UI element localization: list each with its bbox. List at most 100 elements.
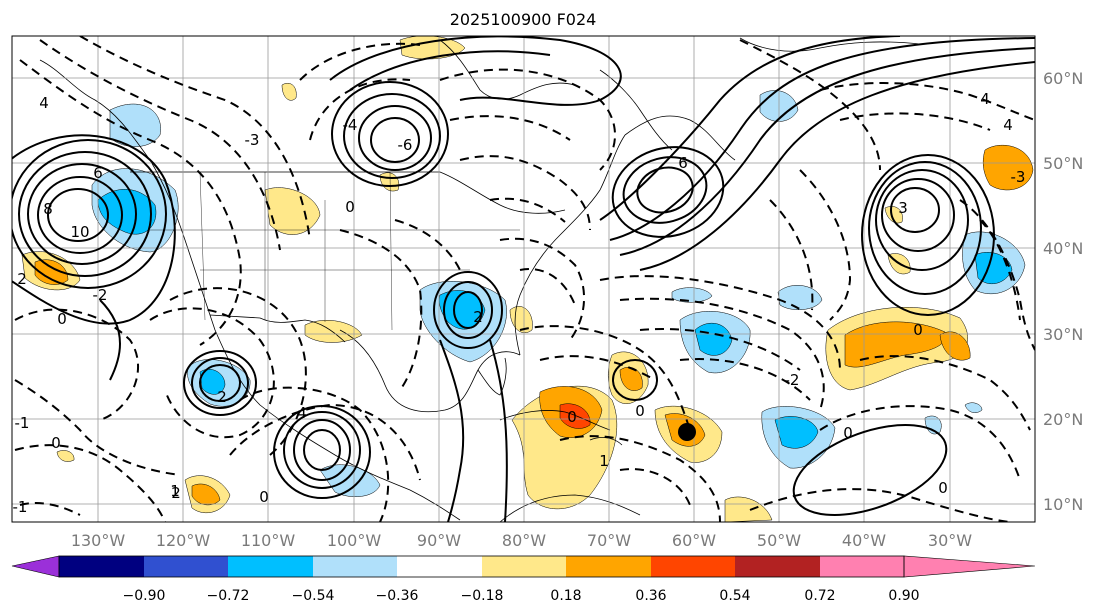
map-frame xyxy=(11,35,1036,523)
colorbar: −0.90 −0.72 −0.54 −0.36 −0.18 0.18 0.36 … xyxy=(11,555,1036,604)
contour-dashed-east xyxy=(449,115,571,141)
contour-dashed-east xyxy=(439,68,616,171)
contour-label: 4 xyxy=(1003,116,1013,134)
contour-low-pacific xyxy=(47,188,109,242)
contour-label: 2 xyxy=(473,308,483,326)
shade-pos-mid xyxy=(34,259,69,285)
colorbar-segment xyxy=(651,556,735,577)
contour-low-baja xyxy=(183,350,257,416)
border-states-grid-2 xyxy=(150,229,520,271)
colorbar-segment xyxy=(735,556,820,577)
contour-canada-ridge xyxy=(349,50,551,91)
contour-label: 10 xyxy=(70,223,89,241)
colorbar-outline xyxy=(58,555,905,578)
contour-dashed-atlantic xyxy=(769,199,814,311)
contour-dashed-caribbean xyxy=(619,468,691,506)
shade-pos-mid xyxy=(191,483,221,506)
contour-dashed-east-atlantic xyxy=(749,488,1011,522)
border-states-grid-1 xyxy=(199,171,393,331)
contour-label: -4 xyxy=(343,116,358,134)
colorbar-tick: 0.90 xyxy=(888,588,919,604)
contour-low-pacific xyxy=(18,151,152,277)
coastline-gulf-of-mexico xyxy=(339,329,521,413)
contour-low-pacific-mexico xyxy=(283,411,361,489)
lon-label: 40°W xyxy=(842,531,886,550)
contour-label: 0 xyxy=(51,434,61,452)
contour-label: 0 xyxy=(938,479,948,497)
colorbar-tick: −0.36 xyxy=(376,588,419,604)
shade-pos-weak xyxy=(399,36,466,60)
dashed-contours xyxy=(14,36,1035,522)
longitude-labels: 130°W 120°W 110°W 100°W 90°W 80°W 70°W 6… xyxy=(71,531,972,550)
contour-dashed-atlantic xyxy=(799,169,852,321)
contour-dashed-baja xyxy=(169,287,307,456)
contour-low-pacific-mexico xyxy=(293,419,351,481)
colorbar-segment xyxy=(313,556,397,577)
contour-dashed-east xyxy=(519,268,576,306)
contour-dashed-caribbean xyxy=(559,435,721,522)
contour-low-southeast-us xyxy=(453,291,483,329)
contour-label: 1 xyxy=(170,482,180,500)
colorbar-tick: −0.18 xyxy=(461,588,504,604)
contour-low-baja xyxy=(199,364,241,402)
contour-dashed-west xyxy=(14,379,181,476)
contour-label: -3 xyxy=(1011,168,1026,186)
contour-low-canada xyxy=(331,81,449,187)
contour-low-southeast-us xyxy=(433,271,503,349)
coastline-canada-east xyxy=(624,115,736,161)
contour-dashed-atlantic xyxy=(839,112,991,131)
contour-dashed-gulf xyxy=(394,219,461,271)
colorbar-extend-left xyxy=(11,555,60,578)
contour-high-tropical-atlantic xyxy=(792,424,948,516)
coastline-layer xyxy=(39,37,921,522)
coastline-cuba xyxy=(499,410,611,431)
contour-dashed-atlantic xyxy=(599,275,841,371)
shade-pos-weak xyxy=(724,496,773,522)
shade-pos-weak xyxy=(939,331,971,361)
contour-dashed-mexico xyxy=(229,403,421,481)
shade-pos-weak xyxy=(56,450,75,462)
contour-label-layer: 10 8 6 4 2 0 -1 -2 -3 -4 -6 0 2 4 0 2 -1… xyxy=(13,90,1026,516)
shade-neg-strong xyxy=(774,416,819,449)
contour-dashed-west xyxy=(19,502,81,516)
border-us-canada xyxy=(130,171,566,214)
lat-label: 60°N xyxy=(1043,69,1083,88)
colorbar-tick: −0.72 xyxy=(207,588,250,604)
graticule xyxy=(12,36,1035,522)
lon-label: 70°W xyxy=(587,531,631,550)
contour-dashed-caribbean xyxy=(519,325,691,431)
contour-label: 0 xyxy=(259,488,269,506)
coastline-florida xyxy=(477,357,507,396)
contour-atlantic-jet xyxy=(599,36,901,221)
lon-label: 80°W xyxy=(502,531,546,550)
contour-low-mid-atlantic xyxy=(868,161,982,295)
colorbar-segment xyxy=(566,556,651,577)
contour-dashed-west xyxy=(14,308,140,421)
lon-label: 130°W xyxy=(71,531,126,550)
lat-label: 10°N xyxy=(1043,495,1083,514)
shade-pos-weak xyxy=(304,320,363,343)
shade-pos-weak xyxy=(281,82,297,101)
contour-low-baja xyxy=(191,357,249,409)
shade-neg-weak xyxy=(109,103,161,147)
contour-label: 0 xyxy=(57,310,67,328)
lat-label: 50°N xyxy=(1043,154,1083,173)
lon-label: 100°W xyxy=(327,531,382,550)
lon-label: 30°W xyxy=(928,531,972,550)
contour-label: -6 xyxy=(398,136,413,154)
contour-label: 4 xyxy=(980,90,990,108)
colorbar-segment xyxy=(482,556,566,577)
contour-low-newfoundland xyxy=(611,146,725,238)
contour-label: -2 xyxy=(93,286,108,304)
contour-label: 3 xyxy=(898,199,908,217)
contour-label: 0 xyxy=(913,321,923,339)
contour-dashed-mexico xyxy=(239,386,390,522)
colorbar-tick: 0.18 xyxy=(550,588,581,604)
shade-neg-strong xyxy=(97,189,157,235)
contour-dashed-west xyxy=(79,36,311,241)
contour-dashed-atlantic xyxy=(679,358,811,401)
contour-dashed-atlantic xyxy=(619,297,825,411)
contour-low-mid-atlantic xyxy=(875,169,969,271)
contour-florida-trough xyxy=(489,339,508,522)
contour-dashed-west xyxy=(14,444,166,522)
